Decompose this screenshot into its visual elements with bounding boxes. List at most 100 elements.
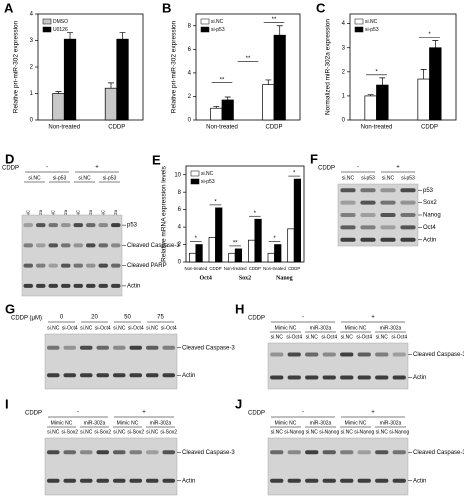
lane-label: si-Sox2 (94, 429, 111, 435)
blot-band (340, 188, 356, 193)
y-tick-label: 4 (188, 70, 192, 76)
blot-band (287, 352, 301, 357)
legend-label: si-p53 (201, 179, 215, 185)
group-label: Mimic NC (345, 420, 367, 426)
y-tick-label: 2 (188, 94, 192, 100)
panel-label: F (310, 151, 318, 166)
bar (429, 47, 442, 121)
lane-label: si.NC (306, 334, 319, 340)
blot-band (46, 478, 60, 483)
bar (195, 244, 203, 263)
lane-label: si.NC (47, 325, 60, 331)
blot-band (145, 345, 159, 350)
blot-band (305, 450, 319, 455)
blot-band (375, 352, 389, 357)
blot-band (63, 373, 77, 378)
blot-band (392, 352, 406, 357)
significance-mark: ** (220, 77, 225, 83)
lane-label: si-Nanog (389, 429, 409, 435)
significance-mark: * (195, 236, 198, 242)
blot-band (360, 213, 376, 217)
y-tick-label: 8 (188, 23, 192, 29)
y-tick-label: 2 (30, 65, 34, 71)
blot-band (86, 243, 96, 248)
blot-band (48, 283, 58, 288)
band-label: Actin (423, 237, 436, 243)
significance-mark: * (254, 211, 257, 217)
condition-label: + (371, 410, 375, 416)
blot-band (322, 478, 336, 483)
blot-band (287, 450, 301, 455)
lane-label: si.NC (341, 429, 354, 435)
blot-band (98, 223, 108, 228)
bar (417, 78, 430, 121)
blot-band (36, 283, 46, 288)
blot-band (357, 450, 371, 455)
y-axis-label: Relative pri-miR-302 expression (13, 20, 20, 113)
y-tick-label: 0 (178, 260, 182, 266)
band-label: Nanog (423, 213, 441, 219)
band-label: Actin (182, 373, 195, 379)
blot-band (96, 373, 110, 378)
x-tick-label: CDDP (108, 125, 125, 131)
legend-label: si.NC (201, 171, 214, 177)
y-axis-label: Normalized miR-302a expression (325, 19, 332, 115)
blot-band (61, 223, 71, 228)
bar (210, 107, 223, 121)
group-label: si.NC (28, 175, 41, 181)
blot-band (270, 478, 284, 483)
significance-mark: ** (272, 17, 277, 23)
blot-band (162, 478, 176, 483)
condition-label: 0 (60, 315, 64, 321)
y-axis-label: Relative pri-miR-302 expression (171, 20, 178, 113)
band-label: p53 (127, 223, 138, 229)
plot-frame (195, 13, 301, 121)
lane-label: si.NC (113, 429, 126, 435)
lane-label: si-p53 (361, 175, 375, 181)
bar (234, 248, 243, 263)
bar (254, 218, 262, 263)
group-label: si-p53 (103, 175, 117, 181)
y-tick-label: 4 (342, 21, 346, 27)
blot-band (357, 375, 371, 380)
lane-label: si-Oct4 (321, 334, 337, 340)
legend-swatch (200, 18, 210, 25)
condition-label: + (371, 315, 375, 321)
band-label: Actin (127, 283, 140, 289)
blot-band (23, 223, 33, 228)
blot-band (111, 223, 121, 228)
blot-band (400, 225, 416, 230)
lane-label: si.NC (382, 175, 395, 181)
bar (273, 34, 286, 121)
blot-band (400, 213, 416, 217)
blot-band (61, 283, 71, 288)
y-tick-label: 0 (342, 118, 346, 124)
group-label: Mimic NC (275, 325, 297, 331)
bar (247, 239, 256, 263)
blot-band (96, 345, 110, 350)
x-tick-label: Non-treated (361, 125, 393, 131)
blot-band (48, 263, 58, 268)
significance-mark: ** (233, 240, 238, 246)
condition-label: - (46, 165, 48, 171)
blot-band (357, 352, 371, 357)
legend-label: DMSO (53, 19, 68, 25)
y-tick-label: 4 (178, 225, 182, 231)
error-bar (432, 40, 439, 48)
blot-band (360, 200, 376, 205)
significance-mark: * (214, 199, 217, 205)
error-bar (119, 32, 126, 40)
lane-label: si.NC (341, 334, 354, 340)
blot-membrane (44, 333, 178, 390)
lane-label: si-Oct4 (95, 325, 111, 331)
panel-label: B (162, 0, 171, 15)
bar (364, 95, 377, 121)
blot-band (380, 188, 396, 193)
condition-label: 75 (157, 315, 164, 321)
group-label: si.NC (78, 175, 91, 181)
blot-band (23, 243, 33, 248)
blot-band (305, 478, 319, 483)
lane-label: si-Oct4 (391, 334, 407, 340)
blot-band (340, 213, 356, 217)
group-label: Mimic NC (51, 420, 73, 426)
